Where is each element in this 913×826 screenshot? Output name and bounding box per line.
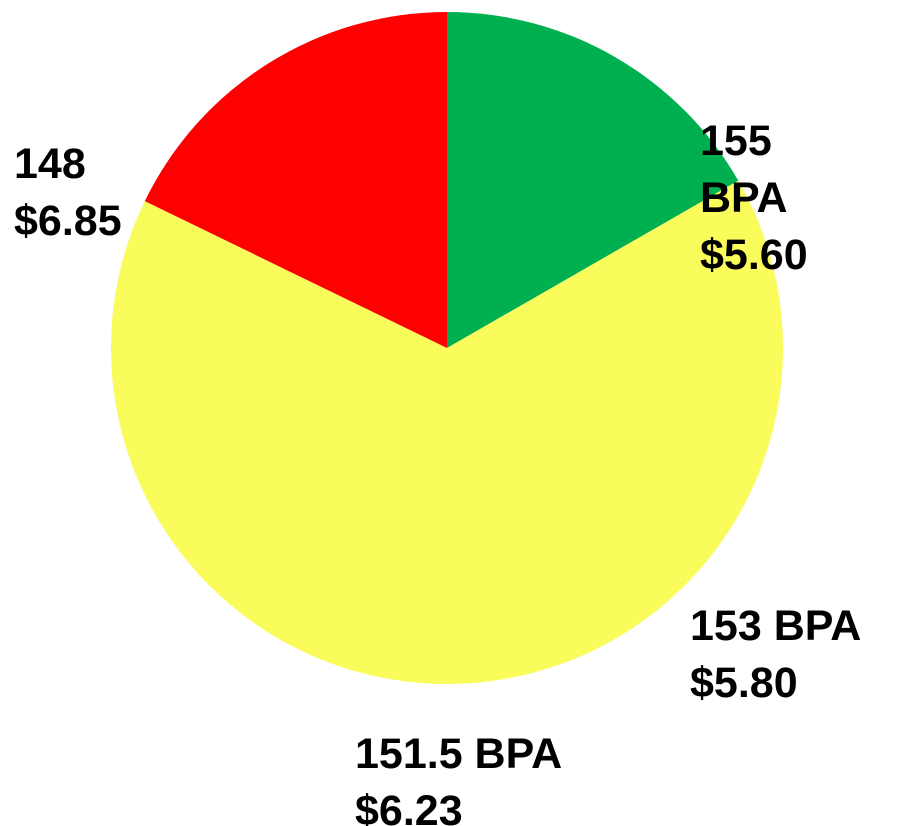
annotation-line: 153 BPA: [690, 602, 861, 650]
annotation-line: 155: [700, 117, 772, 165]
pie-slice: [111, 180, 784, 684]
pie-slice: [447, 12, 739, 348]
annotation-line: $6.23: [355, 787, 463, 826]
annotation-line: BPA: [700, 174, 788, 222]
annotation-line: 151.5 BPA: [355, 730, 562, 778]
annotation-line: $5.80: [690, 659, 798, 707]
annotation-line: $6.85: [14, 197, 122, 245]
annotation-line: $5.60: [700, 231, 808, 279]
annotation-line: 148: [14, 140, 86, 188]
pie-slice: [144, 12, 447, 348]
